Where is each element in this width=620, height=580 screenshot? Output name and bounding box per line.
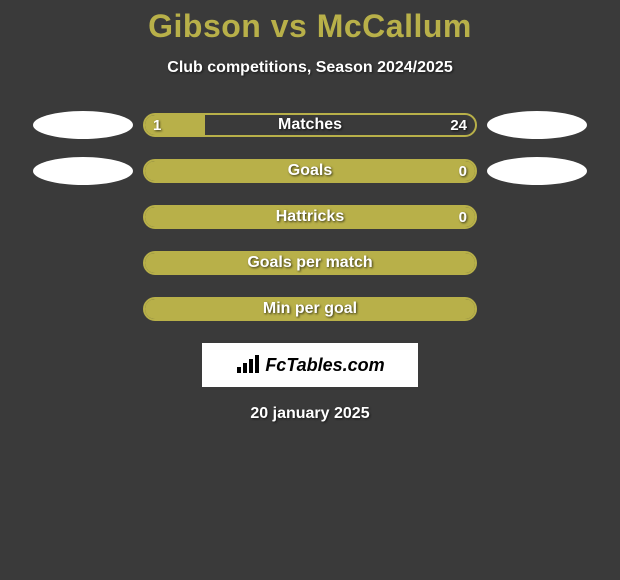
date-text: 20 january 2025	[0, 405, 620, 423]
stat-row: 1 Matches 24	[0, 113, 620, 137]
stat-bar: Min per goal	[143, 297, 477, 321]
brand-inner: FcTables.com	[235, 355, 384, 376]
right-side	[477, 111, 597, 139]
page-title: Gibson vs McCallum	[0, 8, 620, 45]
bar-full-fill	[145, 299, 475, 319]
brand-text: FcTables.com	[265, 355, 384, 376]
bar-full-fill	[145, 207, 475, 227]
bar-value-right: 0	[459, 161, 467, 181]
right-side	[477, 157, 597, 185]
comparison-widget: Gibson vs McCallum Club competitions, Se…	[0, 0, 620, 423]
player-oval-right	[487, 157, 587, 185]
stat-bar: Hattricks 0	[143, 205, 477, 229]
bar-value-right: 0	[459, 207, 467, 227]
player-oval-left	[33, 157, 133, 185]
stat-row: Hattricks 0	[0, 205, 620, 229]
stat-rows: 1 Matches 24 Goals 0	[0, 113, 620, 321]
left-side	[23, 157, 143, 185]
stat-row: Goals per match	[0, 251, 620, 275]
stat-row: Min per goal	[0, 297, 620, 321]
subtitle: Club competitions, Season 2024/2025	[0, 59, 620, 77]
stat-bar: Goals 0	[143, 159, 477, 183]
brand-box[interactable]: FcTables.com	[202, 343, 418, 387]
stat-bar: Goals per match	[143, 251, 477, 275]
player-oval-left	[33, 111, 133, 139]
left-side	[23, 111, 143, 139]
bar-full-fill	[145, 161, 475, 181]
stat-bar: 1 Matches 24	[143, 113, 477, 137]
stat-row: Goals 0	[0, 159, 620, 183]
bar-chart-icon	[235, 355, 261, 375]
bar-full-fill	[145, 253, 475, 273]
bar-value-left: 1	[153, 115, 161, 135]
bar-value-right: 24	[450, 115, 467, 135]
player-oval-right	[487, 111, 587, 139]
